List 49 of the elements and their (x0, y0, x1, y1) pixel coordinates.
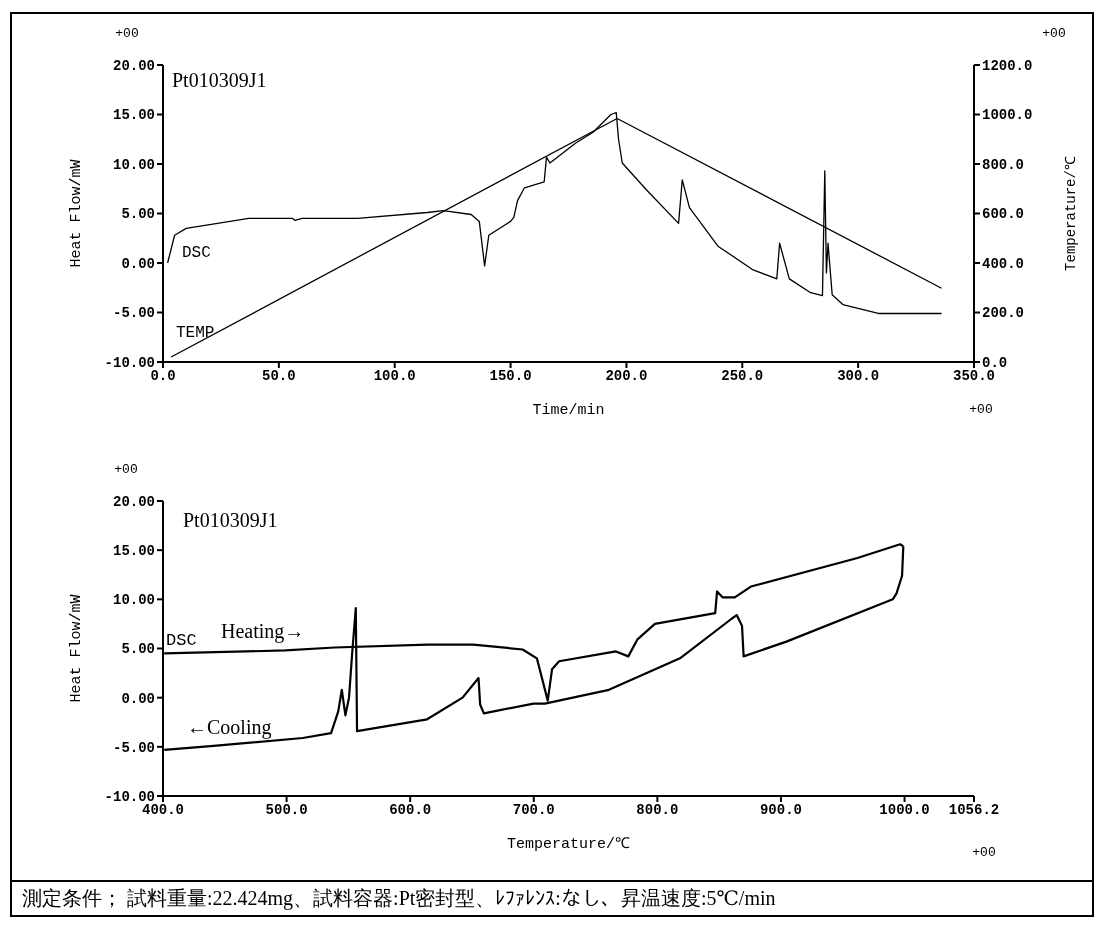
y2-tick-label: 200.0 (982, 305, 1025, 322)
y2-tick-label: 1000.0 (982, 107, 1033, 124)
x-tick-label: 500.0 (265, 801, 308, 818)
y2-axis-title: Temperature/℃ (1062, 156, 1079, 271)
x-tick-label: 50.0 (262, 367, 296, 384)
series-label: TEMP (176, 324, 215, 344)
x-tick-label: 900.0 (759, 801, 802, 818)
x-axis-title: Temperature/℃ (506, 836, 631, 853)
text: +00 (1041, 26, 1067, 42)
y-tick-label: 20.00 (112, 57, 155, 74)
y-tick-label: 5.00 (121, 206, 155, 223)
x-axis-title: Time/min (532, 402, 605, 419)
y-tick-label: 10.00 (112, 156, 155, 173)
y-tick-label: 20.00 (112, 493, 155, 510)
annotation: DSC (166, 630, 197, 652)
y-tick-label: 0.00 (121, 690, 155, 707)
x-tick-label: 250.0 (721, 367, 764, 384)
series-label: DSC (182, 244, 211, 264)
y-tick-label: 15.00 (112, 107, 155, 124)
x-tick-label: 150.0 (489, 367, 532, 384)
x-tick-label: 800.0 (636, 801, 679, 818)
y-tick-label: 15.00 (112, 543, 155, 560)
y2-tick-label: 800.0 (982, 156, 1025, 173)
text: 測定条件； 試料重量:22.424mg、試料容器:Pt密封型、ﾚﾌｧﾚﾝｽ:なし、昇温速度:5℃/min (22, 886, 776, 910)
y-tick-label: 10.00 (112, 592, 155, 609)
chart-title: Pt010309J1 (172, 68, 267, 92)
text: +00 (971, 845, 997, 861)
x-tick-label: 300.0 (837, 367, 880, 384)
x-tick-label: 600.0 (389, 801, 432, 818)
series-label: Heating→ (221, 619, 305, 643)
y-tick-label: 0.00 (121, 255, 155, 272)
text: +00 (113, 462, 139, 478)
series-label: ←Cooling (187, 715, 272, 739)
x-tick-label: 700.0 (512, 801, 555, 818)
y-tick-label: -5.00 (112, 739, 155, 756)
x-tick-label: 1000.0 (879, 801, 930, 818)
text: +00 (968, 402, 994, 418)
y-tick-label: 5.00 (121, 641, 155, 658)
x-tick-label: 1056.2 (948, 801, 1000, 818)
y-tick-label: -5.00 (112, 305, 155, 322)
y2-tick-label: 400.0 (982, 255, 1025, 272)
x-tick-label: 200.0 (605, 367, 648, 384)
y2-tick-label: 600.0 (982, 206, 1025, 223)
y2-tick-label: 1200.0 (982, 57, 1033, 74)
x-tick-label: 100.0 (373, 367, 416, 384)
chart-title: Pt010309J1 (183, 508, 278, 532)
y-axis-title: Heat Flow/mW (68, 159, 86, 268)
text: +00 (114, 26, 140, 42)
y-axis-title: Heat Flow/mW (68, 594, 86, 703)
